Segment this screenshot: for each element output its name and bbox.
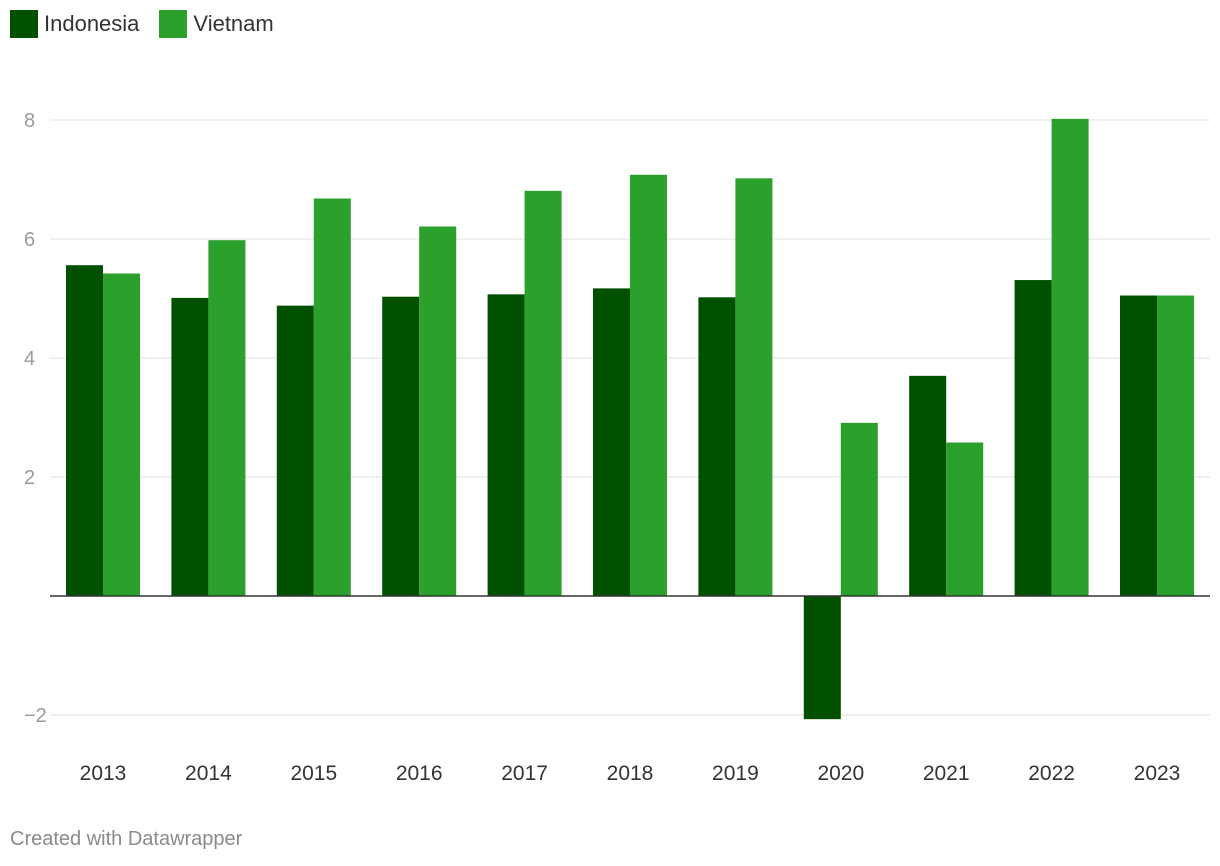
y-tick-label: 2	[24, 467, 35, 489]
bar-indonesia-2023	[1120, 295, 1157, 596]
bar-vietnam-2017	[524, 190, 562, 596]
x-tick-label: 2021	[923, 762, 970, 785]
x-tick-label: 2022	[1028, 762, 1075, 785]
bar-indonesia-2021	[909, 375, 947, 596]
y-tick-label: −2	[24, 705, 47, 727]
x-tick-label: 2013	[80, 762, 127, 785]
bar-vietnam-2022	[1051, 118, 1089, 596]
bar-vietnam-2020	[840, 422, 878, 596]
bar-vietnam-2013	[103, 273, 140, 596]
bar-indonesia-2013	[66, 265, 103, 596]
legend-swatch-indonesia	[10, 10, 38, 38]
y-tick-label: 6	[24, 229, 35, 251]
legend-item-vietnam: Vietnam	[159, 10, 274, 38]
x-tick-label: 2014	[185, 762, 232, 785]
y-tick-label: 8	[24, 110, 35, 132]
bar-indonesia-2020	[803, 596, 841, 720]
legend-label-vietnam: Vietnam	[193, 11, 274, 36]
bar-indonesia-2019	[698, 297, 736, 596]
footer-credit: Created with Datawrapper	[10, 828, 243, 850]
x-tick-label: 2017	[501, 762, 548, 785]
bar-vietnam-2018	[630, 174, 667, 597]
bar-vietnam-2016	[419, 226, 457, 596]
x-tick-label: 2018	[607, 762, 654, 785]
bar-vietnam-2014	[208, 240, 246, 596]
x-tick-label: 2019	[712, 762, 759, 785]
bar-indonesia-2022	[1014, 280, 1052, 596]
bar-indonesia-2014	[171, 297, 209, 596]
x-tick-label: 2015	[290, 762, 337, 785]
x-tick-label: 2023	[1134, 762, 1181, 785]
x-tick-label: 2016	[396, 762, 443, 785]
bar-vietnam-2021	[946, 442, 984, 596]
legend: Indonesia Vietnam	[10, 10, 274, 38]
bar-vietnam-2023	[1157, 295, 1194, 596]
bar-indonesia-2018	[593, 288, 630, 596]
legend-item-indonesia: Indonesia	[10, 10, 139, 38]
bar-indonesia-2017	[487, 294, 525, 596]
x-tick-label: 2020	[817, 762, 864, 785]
y-tick-label: 4	[24, 348, 35, 370]
bar-indonesia-2015	[276, 305, 314, 596]
legend-swatch-vietnam	[159, 10, 188, 38]
bar-indonesia-2016	[382, 296, 420, 596]
bar-vietnam-2019	[735, 178, 773, 596]
legend-label-indonesia: Indonesia	[44, 11, 140, 36]
bar-vietnam-2015	[313, 198, 351, 597]
